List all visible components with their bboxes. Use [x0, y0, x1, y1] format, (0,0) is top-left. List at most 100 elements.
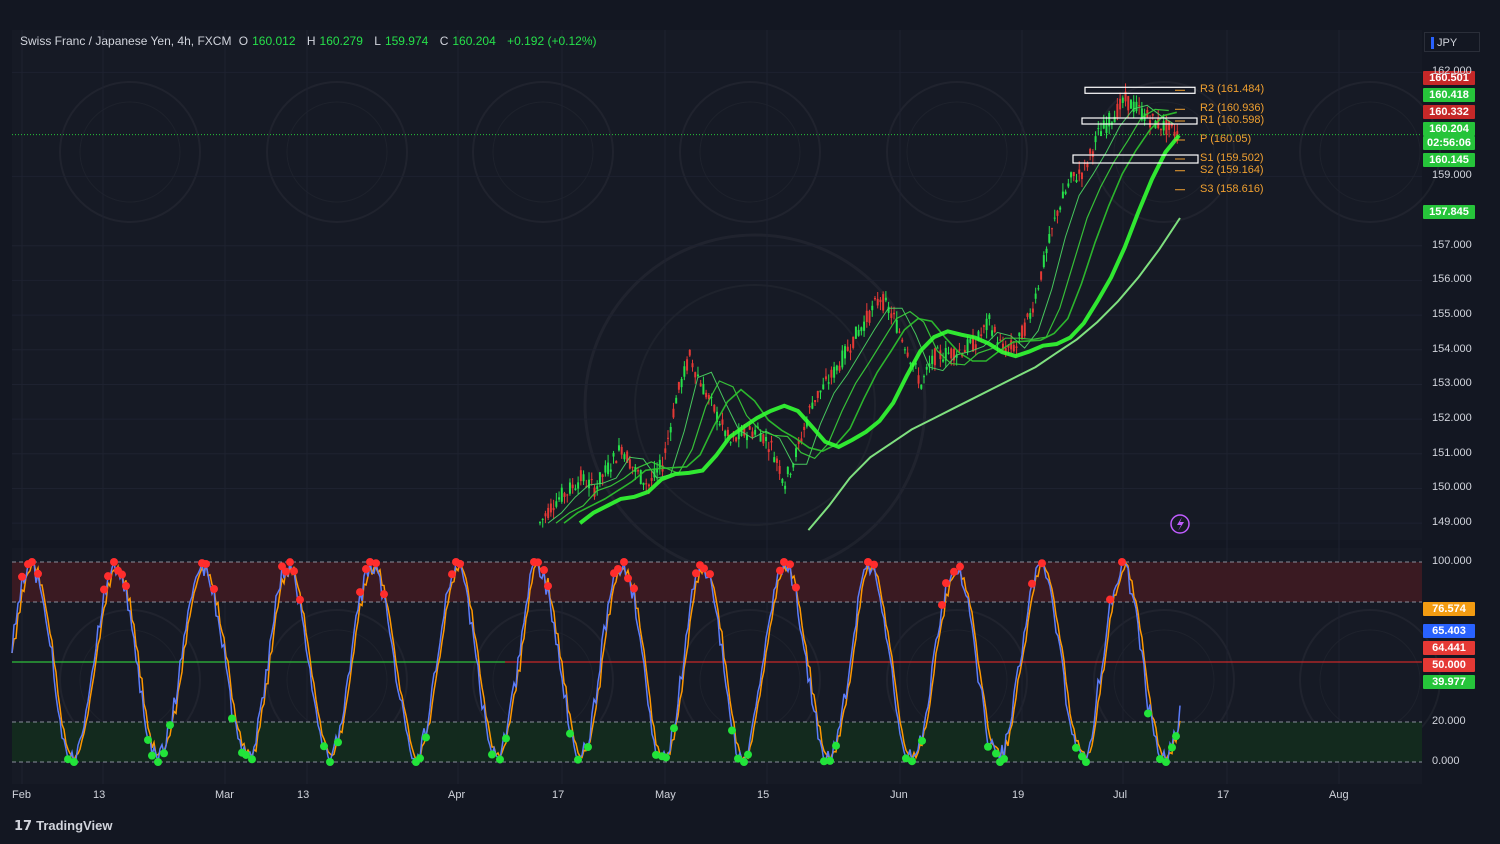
stochastic-sell-dot	[448, 570, 456, 579]
candle-body	[620, 446, 623, 455]
candle-body	[1037, 288, 1040, 290]
oscillator-scale-tag: 64.441	[1423, 641, 1475, 655]
stochastic-buy-dot	[652, 750, 660, 759]
candle-body	[1029, 313, 1032, 319]
candle-body	[1064, 191, 1067, 194]
stochastic-sell-dot	[296, 595, 304, 604]
stochastic-sell-dot	[456, 559, 464, 568]
time-tick-label: 19	[1012, 789, 1025, 801]
stochastic-sell-dot	[792, 583, 800, 592]
stochastic-sell-dot	[864, 558, 872, 566]
candle-body	[1048, 233, 1051, 243]
candle-body	[588, 479, 591, 489]
candle-body	[914, 362, 917, 365]
stochastic-sell-dot	[1118, 558, 1126, 566]
moving-average-line	[547, 104, 1175, 524]
candle-body	[781, 479, 784, 484]
low-value: 159.974	[384, 34, 429, 48]
stochastic-buy-dot	[1072, 743, 1080, 752]
price-scale-tag: 160.332	[1423, 105, 1475, 119]
candle-body	[868, 310, 871, 323]
stochastic-sell-dot	[870, 560, 878, 569]
candle-body	[563, 493, 566, 497]
candle-body	[675, 397, 678, 404]
candle-body	[1173, 131, 1176, 137]
tradingview-logo[interactable]: 17 TradingView	[14, 818, 112, 834]
moving-average-line	[578, 134, 1181, 525]
candle-body	[950, 348, 953, 359]
stochastic-buy-dot	[574, 755, 582, 764]
candle-body	[737, 429, 740, 440]
candle-body	[784, 485, 787, 490]
stochastic-sell-dot	[34, 569, 42, 578]
stochastic-sell-dot	[620, 558, 628, 566]
candle-body	[857, 329, 860, 336]
candle-body	[860, 327, 863, 332]
stochastic-sell-dot	[110, 558, 118, 566]
stochastic-buy-dot	[228, 714, 236, 723]
candle-body	[626, 451, 629, 463]
alert-lightning-icon	[1177, 517, 1184, 531]
candle-body	[767, 449, 770, 453]
candle-body	[707, 394, 710, 400]
pivot-label: P (160.05)	[1200, 133, 1252, 145]
candle-body	[1132, 101, 1135, 113]
candle-body	[579, 470, 582, 482]
pivot-box	[1072, 154, 1199, 164]
pivot-label: S3 (158.616)	[1200, 182, 1264, 195]
candle-body	[991, 330, 994, 336]
price-tick-label: 156.000	[1432, 273, 1472, 286]
candle-body	[667, 437, 669, 439]
stochastic-buy-dot	[1000, 754, 1008, 763]
time-tick-label: Jun	[890, 789, 908, 801]
candle-body	[726, 429, 729, 436]
candle-body	[863, 321, 866, 331]
candle-body	[729, 442, 732, 444]
tradingview-logo-icon: 17	[14, 819, 33, 834]
candle-body	[833, 366, 836, 378]
candle-body	[786, 466, 789, 475]
candle-body	[1105, 123, 1108, 133]
candle-body	[544, 513, 547, 517]
candle-body	[830, 369, 833, 378]
time-tick-label: 13	[93, 789, 106, 801]
candle-body	[598, 472, 601, 485]
candle-body	[759, 433, 762, 442]
candle-body	[1072, 172, 1075, 177]
candle-body	[688, 349, 691, 356]
currency-selector[interactable]: JPY	[1424, 32, 1480, 52]
oscillator-tick-label: 100.000	[1432, 555, 1472, 567]
stochastic-buy-dot	[744, 750, 752, 759]
candle-body	[909, 362, 912, 365]
oscillator-scale-tag: 39.977	[1423, 675, 1475, 689]
candle-body	[574, 488, 577, 490]
slow-moving-average-line	[807, 217, 1181, 531]
stochastic-buy-dot	[160, 749, 168, 758]
candle-body	[609, 469, 612, 472]
candle-body	[683, 366, 686, 377]
moving-average-line	[555, 108, 1169, 524]
stochastic-buy-dot	[1082, 758, 1090, 766]
stochastic-buy-dot	[984, 742, 992, 751]
stochastic-sell-dot	[286, 558, 294, 567]
candle-body	[1129, 99, 1132, 109]
candle-body	[985, 318, 988, 331]
candle-body	[702, 383, 705, 395]
alert-lightning-icon	[1170, 514, 1190, 534]
stochastic-sell-dot	[942, 579, 950, 588]
candle-body	[884, 297, 887, 301]
time-tick-label: 17	[1217, 789, 1230, 801]
candle-body	[1124, 91, 1127, 102]
candle-body	[789, 473, 792, 475]
candle-body	[974, 344, 977, 350]
stochastic-sell-dot	[692, 569, 700, 578]
moving-average-line	[563, 111, 1177, 524]
candle-body	[677, 382, 680, 390]
stochastic-sell-dot	[28, 558, 36, 566]
candle-body	[775, 458, 778, 463]
pivot-label: S1 (159.502)	[1200, 152, 1264, 164]
candle-body	[1040, 271, 1043, 280]
candle-body	[1170, 123, 1173, 127]
price-scale-tag: 02:56:06	[1423, 136, 1475, 150]
